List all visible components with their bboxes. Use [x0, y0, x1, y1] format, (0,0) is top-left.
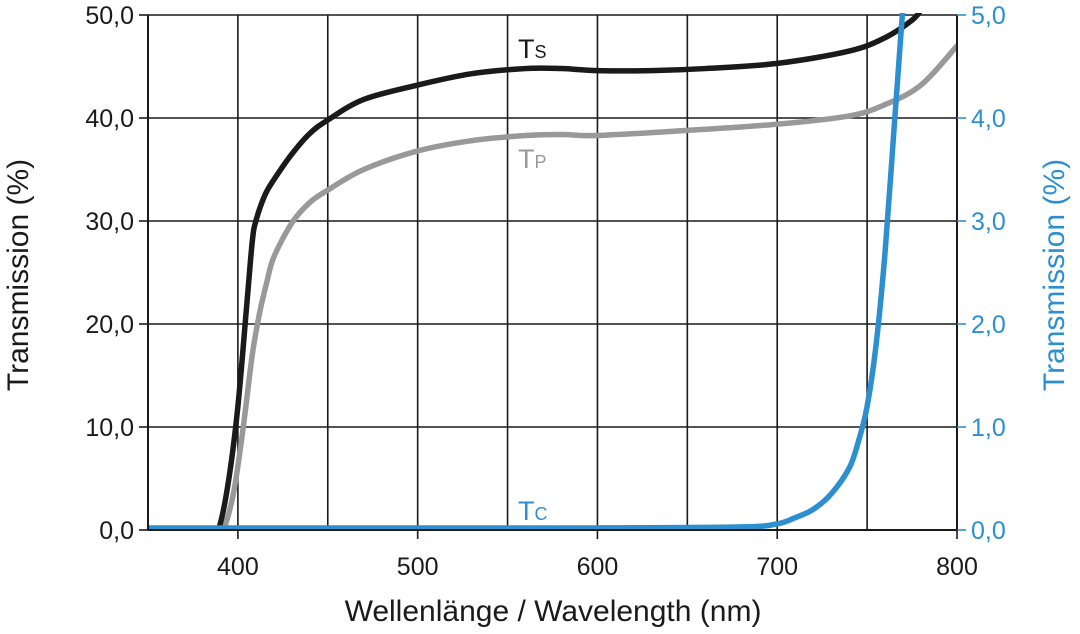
x-tick-label: 400: [217, 553, 259, 581]
series-line-ts: [216, 13, 923, 530]
series-labels: TS TP TC: [518, 34, 548, 526]
y-tick-label-right: 0,0: [971, 517, 1006, 545]
y-tick-label-right: 2,0: [971, 311, 1006, 339]
y-tick-label-left: 10,0: [85, 414, 134, 442]
axes: [139, 14, 966, 539]
x-tick-label: 800: [936, 553, 978, 581]
y-tick-label-right: 1,0: [971, 414, 1006, 442]
y-tick-label-right: 4,0: [971, 105, 1006, 133]
x-tick-label: 700: [756, 553, 798, 581]
y-tick-label-left: 40,0: [85, 105, 134, 133]
series-label-tc: TC: [518, 496, 548, 526]
y-tick-label-left: 0,0: [99, 517, 134, 545]
series-layer: [148, 13, 957, 530]
y-axis-label-right: Transmission (%): [1038, 159, 1071, 391]
y-tick-label-left: 30,0: [85, 208, 134, 236]
x-axis-label: Wellenlänge / Wavelength (nm): [345, 595, 762, 628]
y-tick-label-left: 50,0: [85, 2, 134, 30]
series-line-tp: [221, 43, 957, 530]
y-tick-label-right: 3,0: [971, 208, 1006, 236]
series-line-tc: [148, 13, 906, 530]
tick-labels: 0,0 10,0 20,0 30,0 40,0 50,0 0,0 1,0 2,0 3,0 4,0 5,…: [85, 2, 1005, 581]
x-tick-label: 600: [577, 553, 619, 581]
y-tick-label-right: 5,0: [971, 2, 1006, 30]
x-tick-label: 500: [397, 553, 439, 581]
series-label-tp: TP: [518, 144, 547, 174]
y-axis-label-left: Transmission (%): [2, 159, 35, 391]
y-tick-label-left: 20,0: [85, 311, 134, 339]
series-label-ts: TS: [518, 34, 547, 64]
